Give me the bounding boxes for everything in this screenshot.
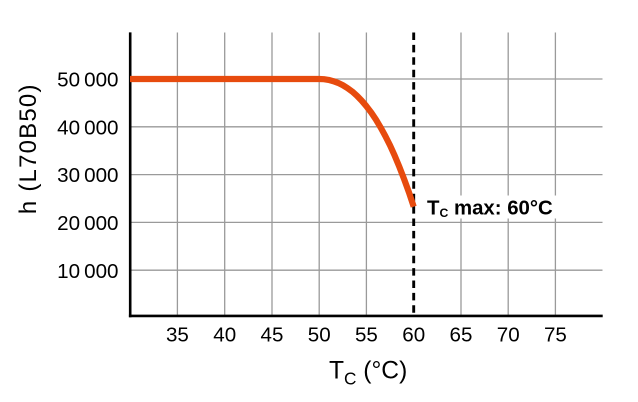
svg-text:10 000: 10 000	[57, 260, 118, 283]
svg-text:45: 45	[261, 323, 284, 346]
svg-text:50: 50	[308, 323, 331, 346]
svg-text:TC max: 60°C: TC max: 60°C	[427, 197, 553, 220]
svg-text:30 000: 30 000	[57, 164, 118, 187]
svg-text:55: 55	[355, 323, 378, 346]
svg-text:TC (°C): TC (°C)	[329, 358, 407, 389]
svg-text:65: 65	[450, 323, 473, 346]
svg-text:70: 70	[497, 323, 520, 346]
svg-text:75: 75	[544, 323, 567, 346]
svg-text:60: 60	[402, 323, 425, 346]
svg-text:20 000: 20 000	[57, 212, 118, 235]
svg-text:40 000: 40 000	[57, 116, 118, 139]
svg-text:40: 40	[213, 323, 236, 346]
svg-text:50 000: 50 000	[57, 69, 118, 92]
svg-text:35: 35	[166, 323, 189, 346]
svg-text:h (L70B50): h (L70B50)	[15, 83, 42, 214]
